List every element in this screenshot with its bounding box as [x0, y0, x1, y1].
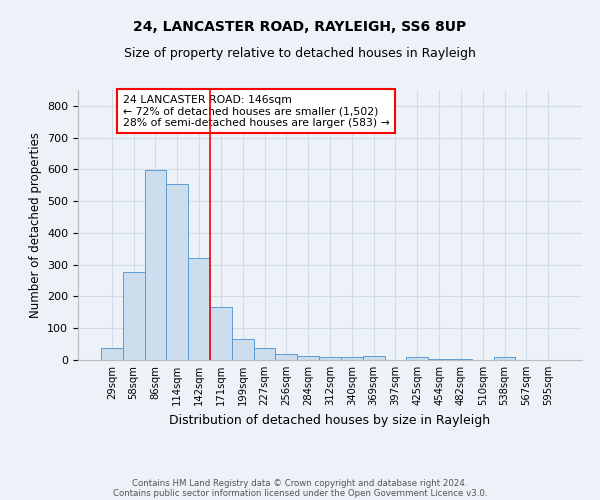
- X-axis label: Distribution of detached houses by size in Rayleigh: Distribution of detached houses by size …: [169, 414, 491, 426]
- Text: Contains public sector information licensed under the Open Government Licence v3: Contains public sector information licen…: [113, 488, 487, 498]
- Bar: [363, 356, 385, 360]
- Bar: [297, 356, 319, 360]
- Text: 24 LANCASTER ROAD: 146sqm
← 72% of detached houses are smaller (1,502)
28% of se: 24 LANCASTER ROAD: 146sqm ← 72% of detac…: [123, 95, 389, 128]
- Bar: [101, 348, 123, 360]
- Y-axis label: Number of detached properties: Number of detached properties: [29, 132, 41, 318]
- Text: Contains HM Land Registry data © Crown copyright and database right 2024.: Contains HM Land Registry data © Crown c…: [132, 478, 468, 488]
- Bar: [210, 307, 232, 360]
- Bar: [450, 358, 472, 360]
- Bar: [319, 358, 341, 360]
- Bar: [232, 340, 254, 360]
- Bar: [145, 170, 166, 360]
- Bar: [494, 358, 515, 360]
- Bar: [166, 184, 188, 360]
- Text: 24, LANCASTER ROAD, RAYLEIGH, SS6 8UP: 24, LANCASTER ROAD, RAYLEIGH, SS6 8UP: [133, 20, 467, 34]
- Bar: [123, 272, 145, 360]
- Bar: [341, 358, 363, 360]
- Text: Size of property relative to detached houses in Rayleigh: Size of property relative to detached ho…: [124, 48, 476, 60]
- Bar: [254, 348, 275, 360]
- Bar: [428, 358, 450, 360]
- Bar: [188, 258, 210, 360]
- Bar: [406, 358, 428, 360]
- Bar: [275, 354, 297, 360]
